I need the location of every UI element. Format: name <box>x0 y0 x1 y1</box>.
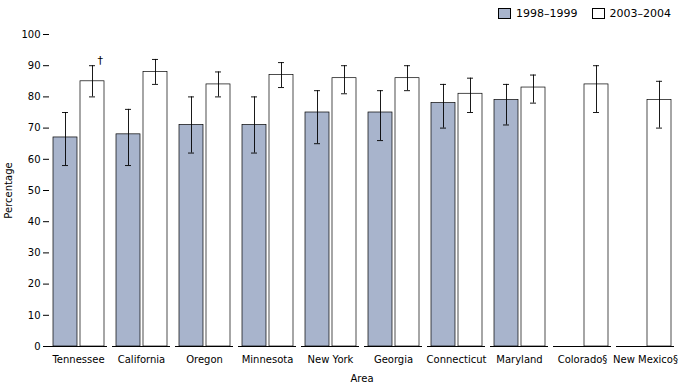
svg-text:70: 70 <box>28 122 41 133</box>
svg-text:100: 100 <box>21 29 40 40</box>
svg-text:0: 0 <box>34 341 40 352</box>
html-text:1998–1999: 1998–1999 <box>516 6 578 20</box>
svg-text:50: 50 <box>28 185 41 196</box>
svg-text:New York: New York <box>308 354 354 365</box>
svg-text:Oregon: Oregon <box>186 354 223 365</box>
svg-text:80: 80 <box>28 91 41 102</box>
svg-text:10: 10 <box>28 310 41 321</box>
svg-text:20: 20 <box>28 278 41 289</box>
svg-text:†: † <box>98 54 104 67</box>
svg-text:90: 90 <box>28 60 41 71</box>
svg-text:Percentage: Percentage <box>3 162 14 218</box>
svg-text:Minnesota: Minnesota <box>242 354 294 365</box>
svg-text:New Mexico§: New Mexico§ <box>613 354 678 365</box>
svg-text:Tennessee: Tennessee <box>51 354 104 365</box>
svg-text:40: 40 <box>28 216 41 227</box>
svg-text:Area: Area <box>350 373 373 384</box>
svg-text:Georgia: Georgia <box>374 354 413 365</box>
svg-text:30: 30 <box>28 247 41 258</box>
svg-text:Connecticut: Connecticut <box>427 354 487 365</box>
svg-text:Maryland: Maryland <box>496 354 542 365</box>
svg-text:60: 60 <box>28 154 41 165</box>
html-text:2003–2004: 2003–2004 <box>609 6 671 20</box>
svg-text:California: California <box>118 354 166 365</box>
svg-text:Colorado§: Colorado§ <box>558 354 608 365</box>
